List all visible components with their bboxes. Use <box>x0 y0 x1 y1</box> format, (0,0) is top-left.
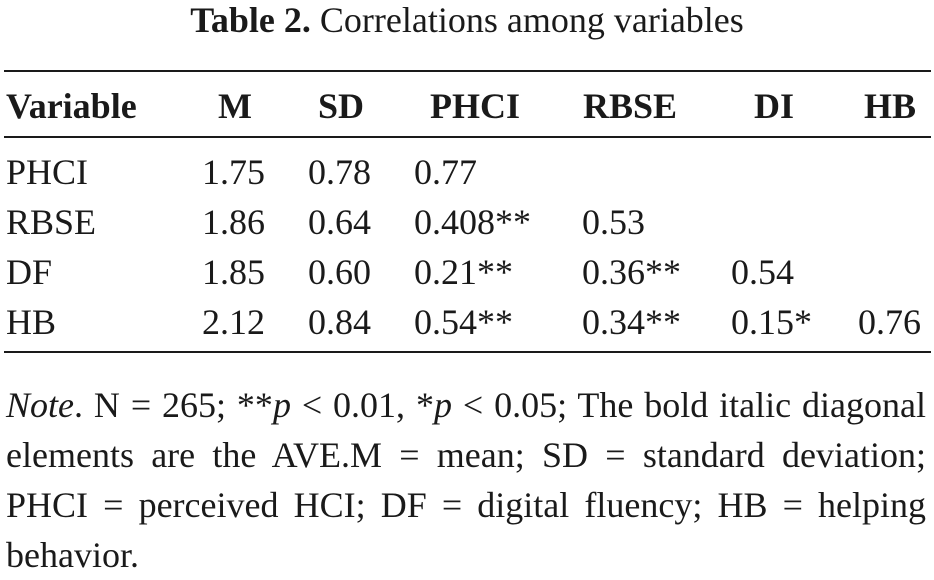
cell-rbse: 0.34** <box>582 302 681 342</box>
cell-sd: 0.64 <box>308 202 371 242</box>
header-phci: PHCI <box>430 86 520 126</box>
cell-phci: 0.77 <box>414 152 477 192</box>
cell-phci: 0.54** <box>414 302 513 342</box>
note-p-symbol: p <box>433 385 452 425</box>
header-rbse: RBSE <box>583 86 678 126</box>
cell-sd: 0.84 <box>308 302 371 342</box>
cell-m: 1.85 <box>202 252 265 292</box>
header-sd: SD <box>318 86 365 126</box>
note-lead: Note <box>6 385 74 425</box>
table-header-rule <box>4 136 931 138</box>
cell-variable: PHCI <box>6 152 89 192</box>
cell-variable: HB <box>6 302 57 342</box>
cell-phci: 0.408** <box>414 202 531 242</box>
cell-di: 0.15* <box>731 302 812 342</box>
table-caption-title: Correlations among variables <box>319 0 744 40</box>
cell-hb: 0.76 <box>858 302 921 342</box>
cell-sd: 0.78 <box>308 152 371 192</box>
cell-m: 2.12 <box>202 302 265 342</box>
header-m: M <box>218 86 252 126</box>
cell-rbse: 0.53 <box>582 202 645 242</box>
cell-m: 1.75 <box>202 152 265 192</box>
table-caption: Table 2. Correlations among variables <box>0 0 934 40</box>
note-p-symbol: p <box>272 385 291 425</box>
cell-m: 1.86 <box>202 202 265 242</box>
cell-phci: 0.21** <box>414 252 513 292</box>
note-text-2: < 0.01, * <box>290 385 434 425</box>
header-di: DI <box>754 86 795 126</box>
note-text-3: < 0.05; The bold italic diagonal element… <box>6 385 926 575</box>
table-caption-label: Table 2. <box>190 0 311 40</box>
cell-di: 0.54 <box>731 252 794 292</box>
header-hb: HB <box>864 86 917 126</box>
cell-sd: 0.60 <box>308 252 371 292</box>
header-variable: Variable <box>6 86 137 126</box>
cell-variable: RBSE <box>6 202 97 242</box>
table-top-rule <box>4 70 931 72</box>
table-note: Note. N = 265; **p < 0.01, *p < 0.05; Th… <box>6 380 926 580</box>
table-bottom-rule <box>4 351 931 353</box>
cell-variable: DF <box>6 252 53 292</box>
cell-rbse: 0.36** <box>582 252 681 292</box>
note-text-1: . N = 265; ** <box>74 385 273 425</box>
